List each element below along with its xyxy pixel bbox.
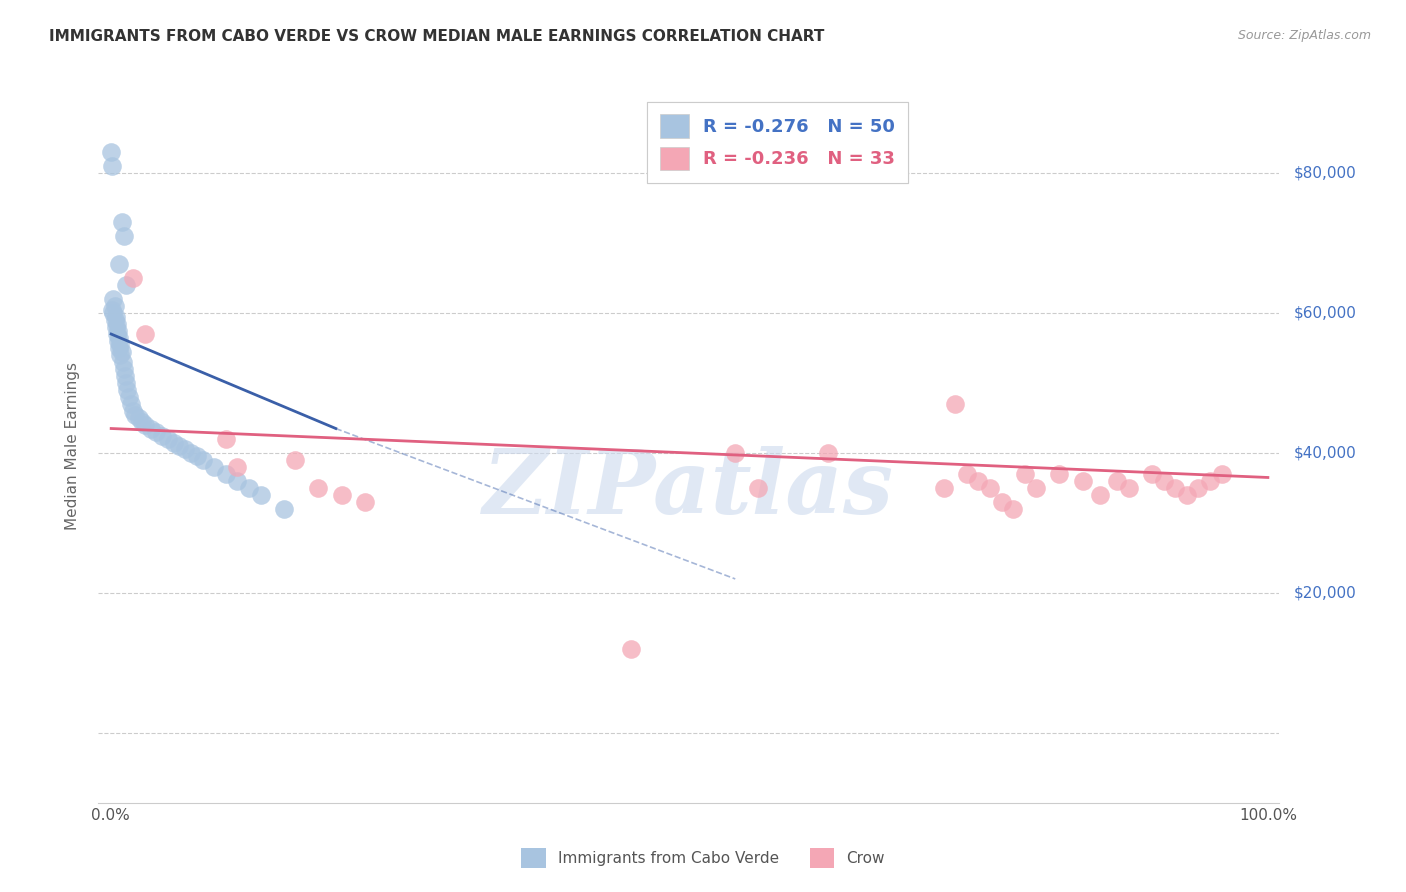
- Point: [104, 299, 127, 313]
- Point: [101, 159, 124, 173]
- Point: [115, 278, 138, 293]
- Point: [215, 467, 238, 481]
- Text: $20,000: $20,000: [1294, 585, 1357, 600]
- Point: [131, 415, 153, 429]
- Legend: Immigrants from Cabo Verde, Crow: Immigrants from Cabo Verde, Crow: [515, 842, 891, 873]
- Point: [105, 317, 128, 331]
- Point: [124, 408, 146, 422]
- Point: [107, 334, 129, 348]
- Point: [932, 481, 955, 495]
- Point: [273, 502, 295, 516]
- Point: [112, 362, 135, 376]
- Text: IMMIGRANTS FROM CABO VERDE VS CROW MEDIAN MALE EARNINGS CORRELATION CHART: IMMIGRANTS FROM CABO VERDE VS CROW MEDIA…: [49, 29, 824, 44]
- Point: [215, 432, 238, 446]
- Point: [139, 421, 162, 435]
- Point: [134, 327, 156, 342]
- Point: [1002, 502, 1025, 516]
- Point: [104, 313, 127, 327]
- Point: [1153, 474, 1175, 488]
- Point: [110, 344, 132, 359]
- Point: [1049, 467, 1071, 481]
- Point: [134, 417, 156, 432]
- Point: [1014, 467, 1036, 481]
- Legend: R = -0.276   N = 50, R = -0.236   N = 33: R = -0.276 N = 50, R = -0.236 N = 33: [647, 102, 908, 183]
- Point: [307, 481, 329, 495]
- Point: [145, 425, 167, 439]
- Point: [108, 257, 131, 271]
- Point: [114, 369, 136, 384]
- Text: ZIPatlas: ZIPatlas: [484, 446, 894, 532]
- Y-axis label: Median Male Earnings: Median Male Earnings: [65, 362, 80, 530]
- Point: [990, 495, 1012, 509]
- Point: [1118, 481, 1140, 495]
- Point: [105, 327, 128, 342]
- Point: [100, 145, 122, 160]
- Point: [1088, 488, 1111, 502]
- Text: Source: ZipAtlas.com: Source: ZipAtlas.com: [1237, 29, 1371, 42]
- Point: [202, 460, 225, 475]
- Point: [163, 435, 186, 450]
- Point: [107, 324, 129, 338]
- Point: [353, 495, 375, 509]
- Point: [1164, 481, 1187, 495]
- Point: [724, 446, 747, 460]
- Point: [620, 641, 643, 656]
- Point: [979, 481, 1001, 495]
- Point: [1199, 474, 1222, 488]
- Point: [1107, 474, 1129, 488]
- Point: [226, 474, 249, 488]
- Point: [1140, 467, 1163, 481]
- Point: [249, 488, 271, 502]
- Point: [111, 355, 134, 369]
- Point: [191, 453, 214, 467]
- Text: $40,000: $40,000: [1294, 445, 1357, 460]
- Point: [956, 467, 979, 481]
- Point: [108, 330, 131, 344]
- Text: $60,000: $60,000: [1294, 306, 1357, 320]
- Point: [103, 292, 125, 306]
- Point: [115, 376, 138, 390]
- Point: [110, 337, 132, 351]
- Point: [150, 428, 173, 442]
- Point: [117, 390, 139, 404]
- Point: [120, 397, 142, 411]
- Point: [174, 442, 197, 457]
- Point: [117, 383, 139, 397]
- Point: [101, 302, 124, 317]
- Point: [103, 306, 125, 320]
- Point: [108, 341, 131, 355]
- Point: [110, 215, 132, 229]
- Point: [817, 446, 839, 460]
- Point: [1025, 481, 1047, 495]
- Point: [180, 446, 202, 460]
- Point: [1175, 488, 1198, 502]
- Point: [1187, 481, 1209, 495]
- Point: [1071, 474, 1094, 488]
- Point: [330, 488, 353, 502]
- Text: $80,000: $80,000: [1294, 166, 1357, 181]
- Point: [112, 229, 135, 244]
- Point: [186, 450, 208, 464]
- Point: [1211, 467, 1233, 481]
- Point: [967, 474, 990, 488]
- Point: [943, 397, 966, 411]
- Point: [156, 432, 179, 446]
- Point: [104, 320, 127, 334]
- Point: [128, 411, 150, 425]
- Point: [169, 439, 191, 453]
- Point: [122, 271, 145, 285]
- Point: [110, 348, 132, 362]
- Point: [226, 460, 249, 475]
- Point: [747, 481, 769, 495]
- Point: [104, 310, 127, 324]
- Point: [238, 481, 260, 495]
- Point: [122, 404, 145, 418]
- Point: [284, 453, 307, 467]
